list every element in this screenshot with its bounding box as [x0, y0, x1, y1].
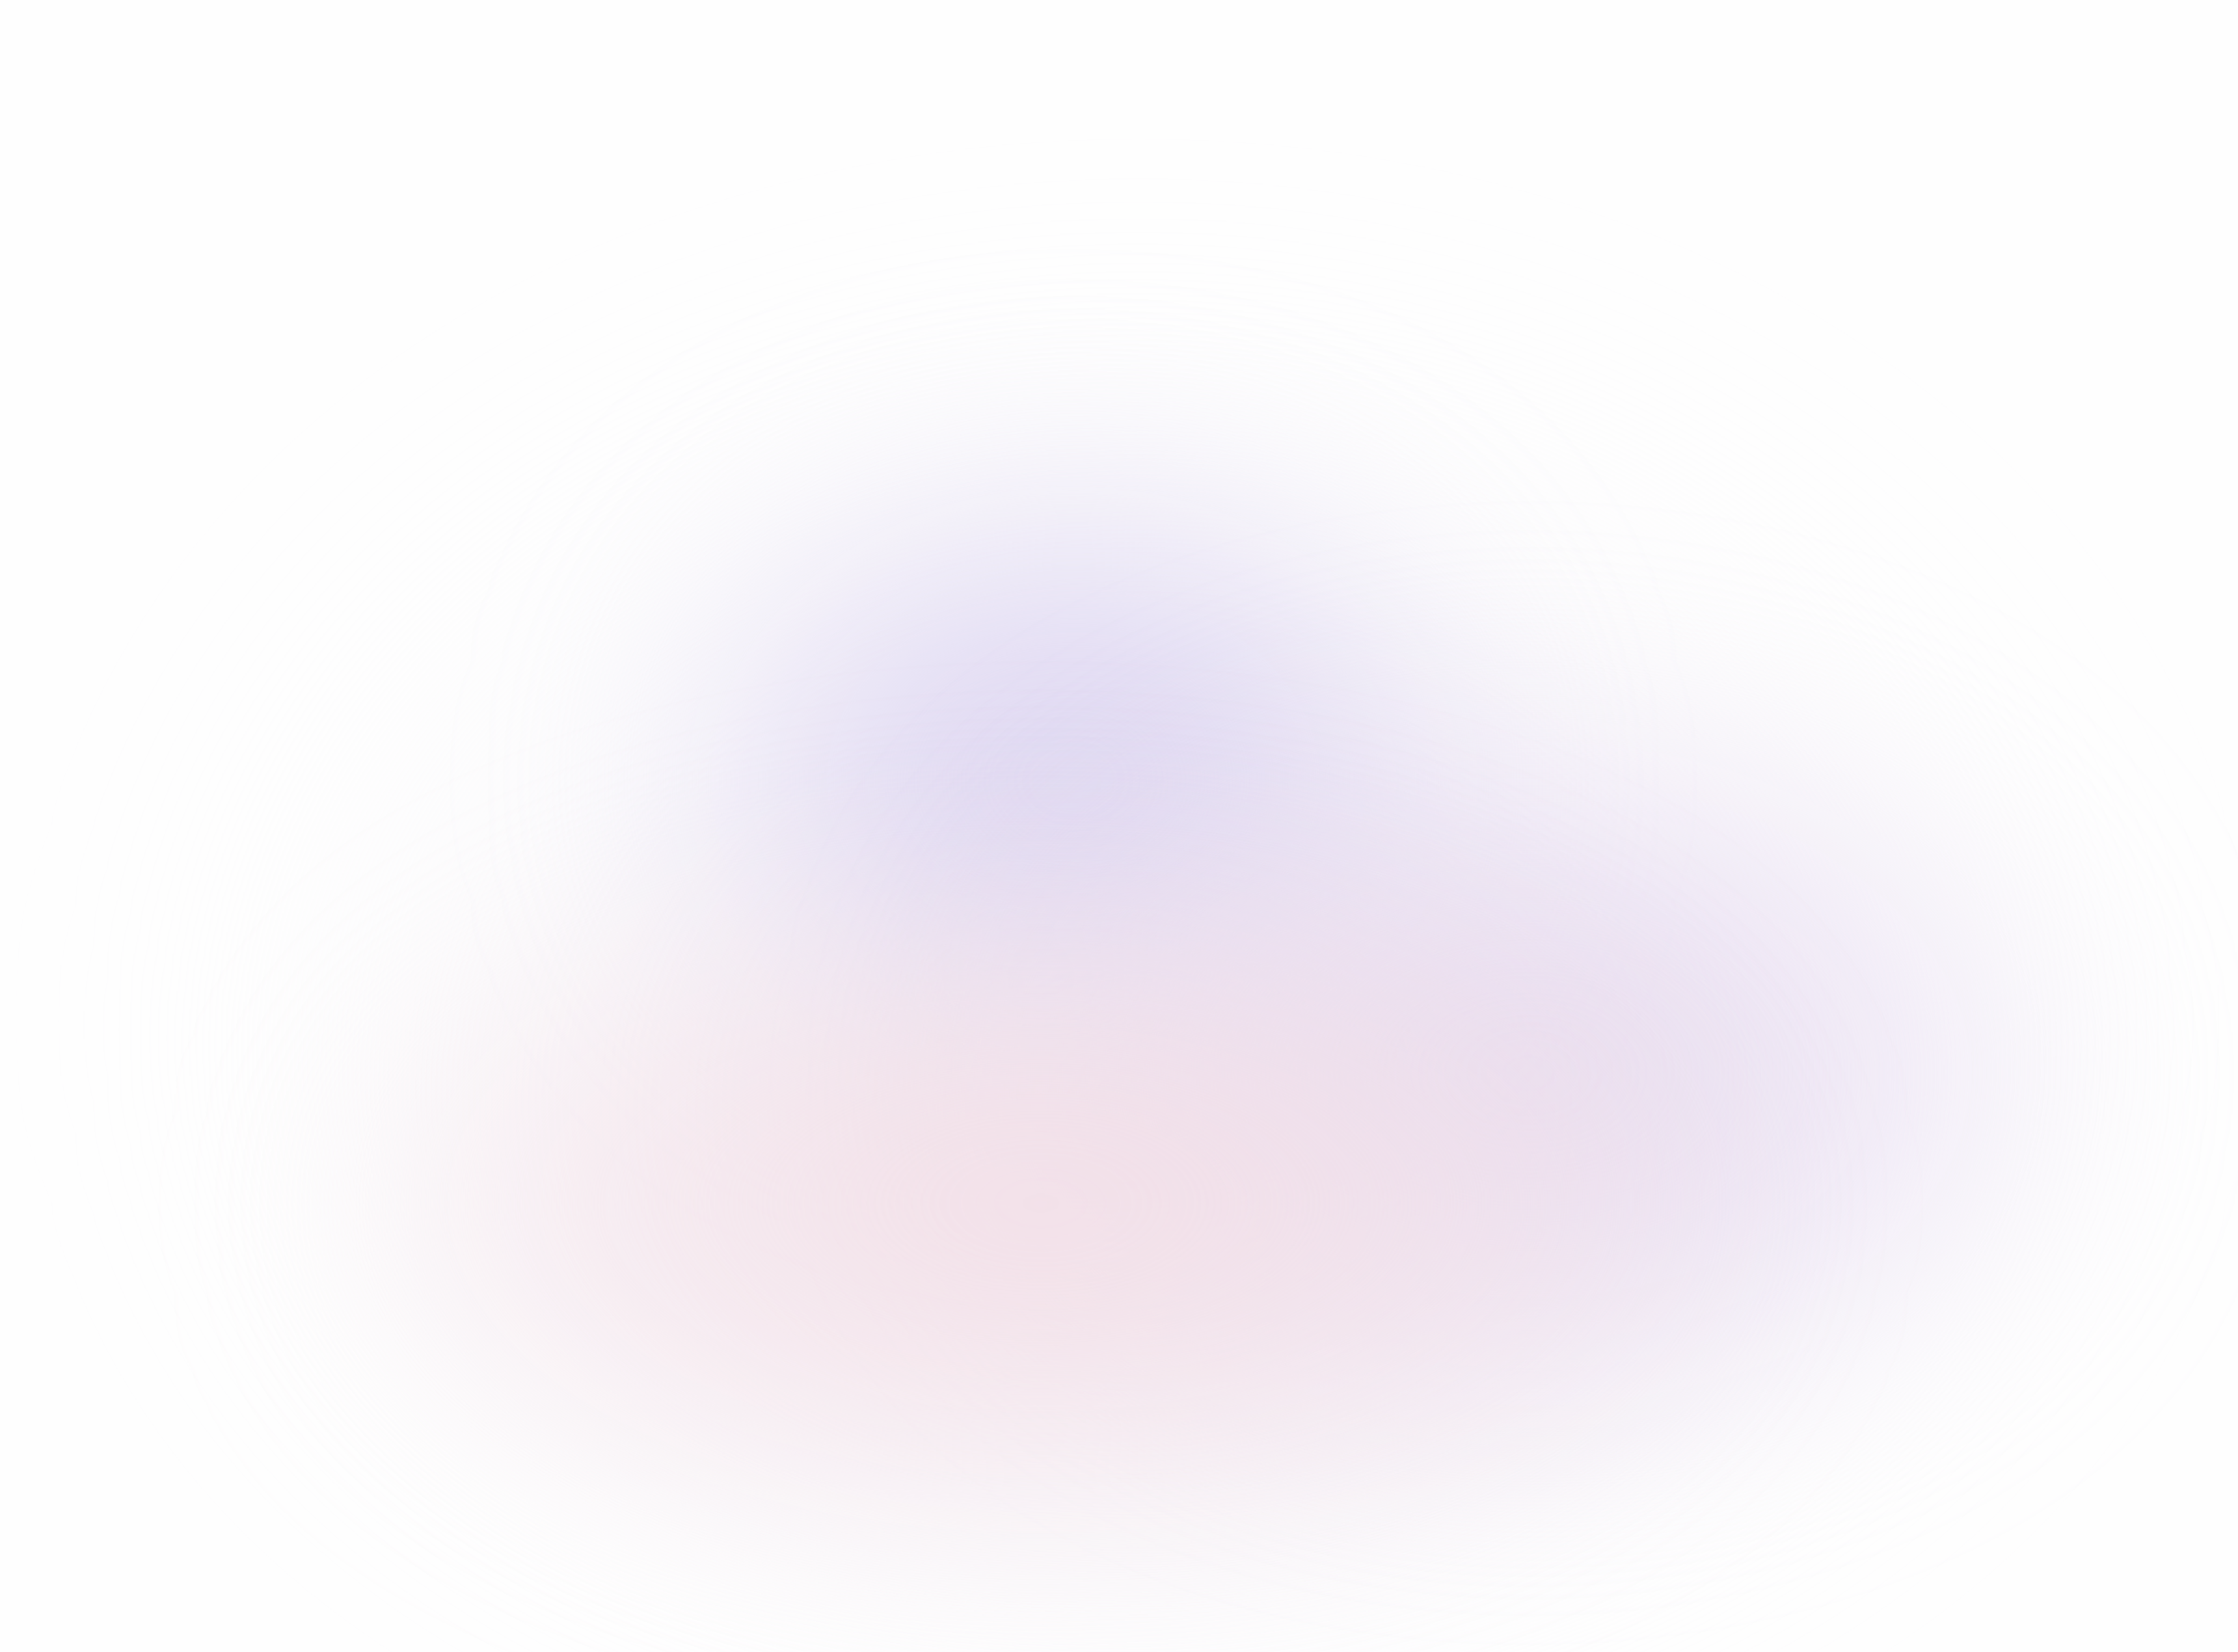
- gradient-blob-pink: [358, 878, 1724, 1528]
